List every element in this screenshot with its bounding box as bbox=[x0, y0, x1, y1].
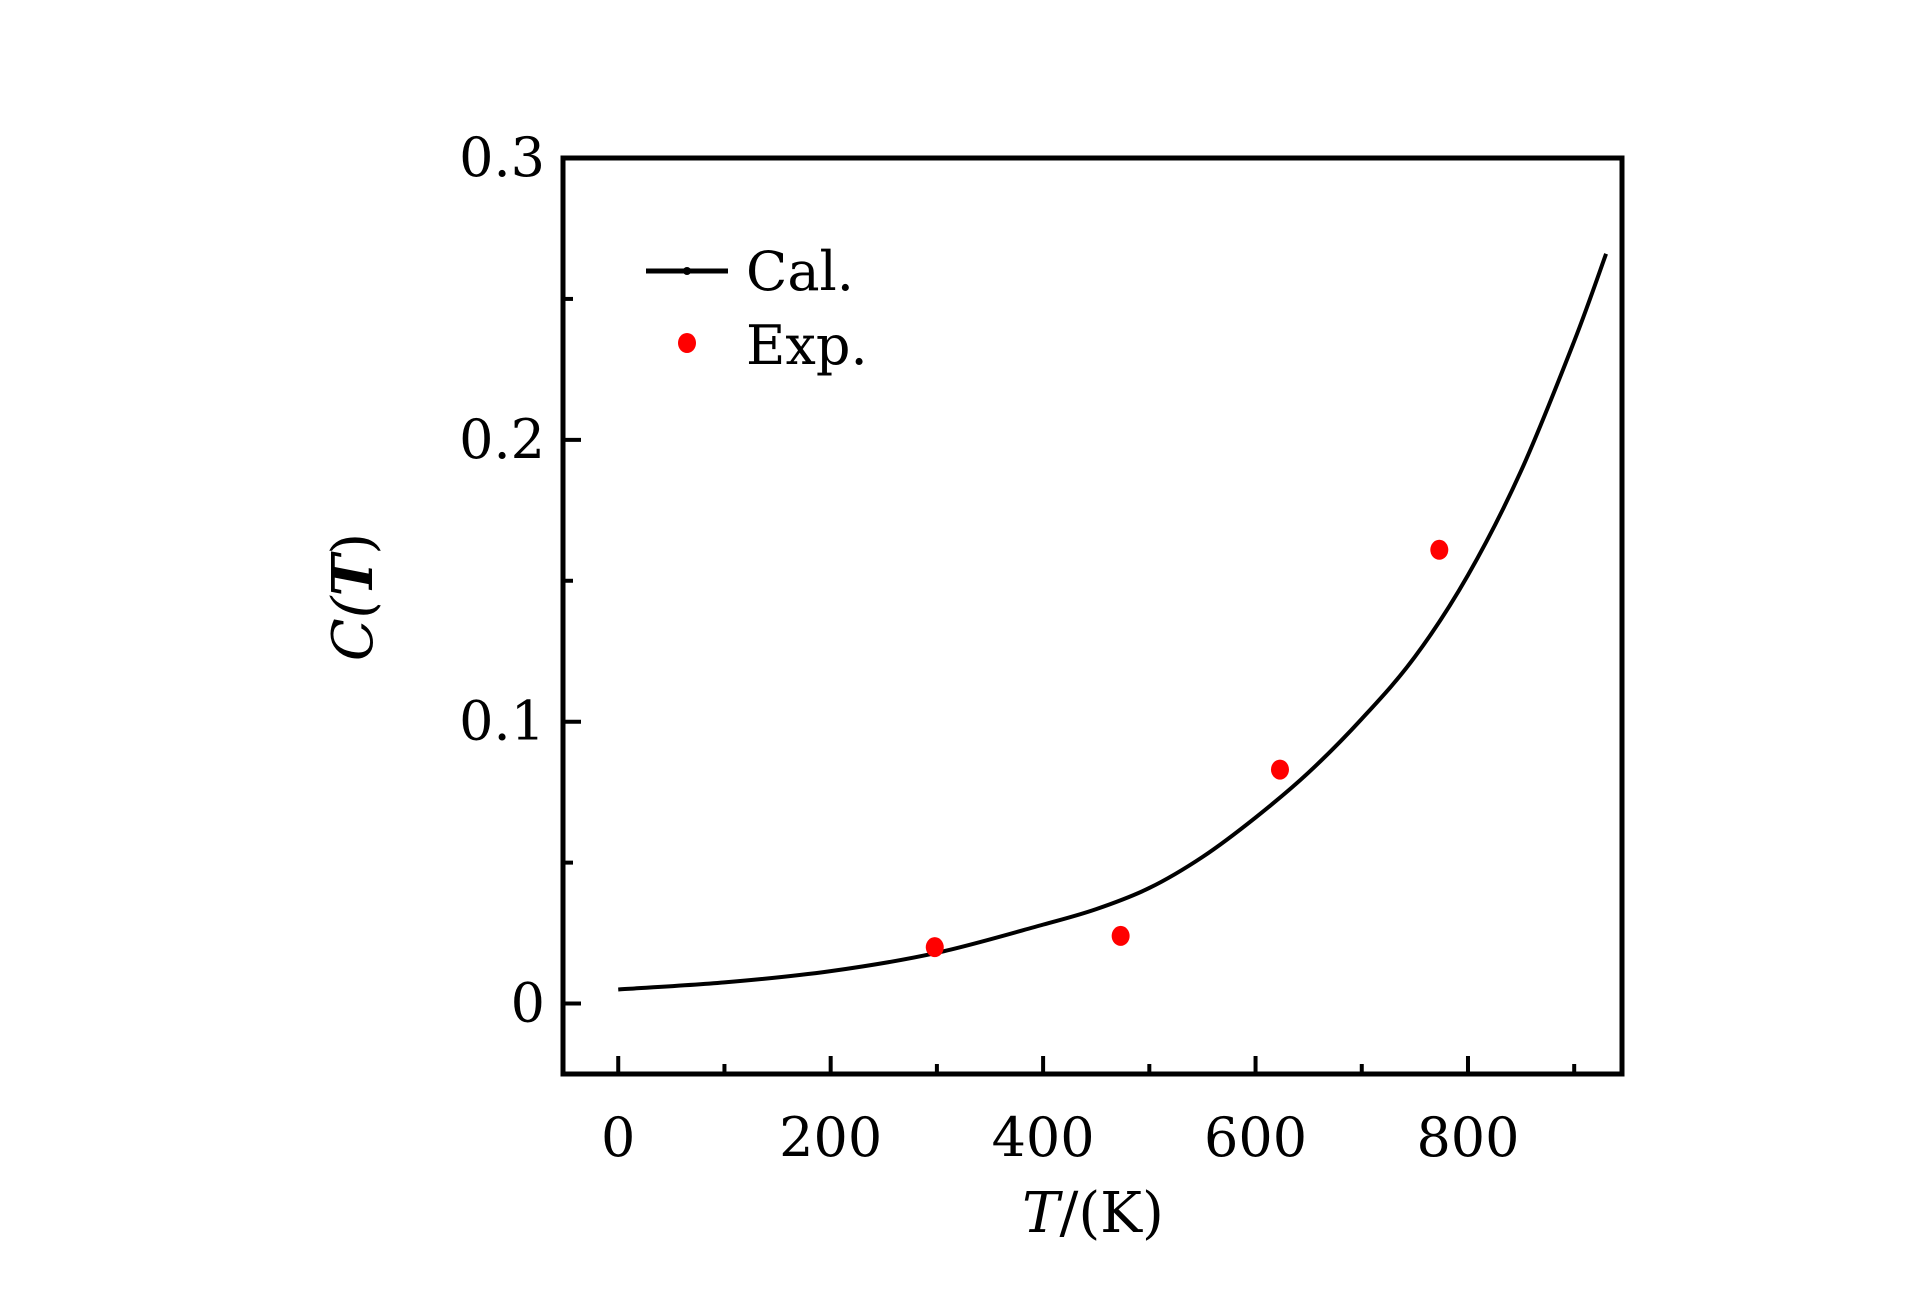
exp-data-point bbox=[925, 937, 944, 958]
legend-entry-cal: Cal. bbox=[646, 240, 854, 303]
y-tick-label: 0.3 bbox=[459, 126, 545, 189]
x-axis-title-var: T bbox=[1022, 1181, 1063, 1246]
y-axis-title-suffix: ) bbox=[321, 533, 386, 555]
x-tick-label: 400 bbox=[992, 1106, 1095, 1169]
y-axis-title: C(T) bbox=[320, 533, 386, 661]
x-axis-title-unit: /(K) bbox=[1059, 1181, 1163, 1246]
y-tick-label: 0.1 bbox=[459, 690, 545, 753]
minor-ticks bbox=[563, 296, 1577, 1074]
legend-label-exp: Exp. bbox=[746, 314, 868, 377]
x-tick-label: 800 bbox=[1416, 1106, 1519, 1169]
legend: Cal. Exp. bbox=[646, 240, 868, 377]
cal-series-line bbox=[618, 253, 1608, 992]
exp-data-point bbox=[1111, 925, 1130, 946]
legend-label-cal: Cal. bbox=[746, 240, 854, 303]
y-tick-label: 0 bbox=[511, 972, 545, 1035]
exp-data-point bbox=[1270, 759, 1289, 780]
legend-line-marker bbox=[683, 267, 691, 275]
y-axis-title-prefix: C( bbox=[321, 595, 386, 661]
x-tick-label: 0 bbox=[601, 1106, 635, 1169]
tick-labels: 0 200 400 600 800 0 0.1 0.2 0.3 bbox=[459, 126, 1519, 1169]
y-axis-title-var: T bbox=[320, 550, 386, 596]
x-axis-title: T/(K) bbox=[1022, 1181, 1164, 1246]
series-layer bbox=[618, 253, 1608, 992]
x-tick-label: 200 bbox=[779, 1106, 882, 1169]
y-tick-label: 0.2 bbox=[459, 408, 545, 471]
exp-data-point bbox=[1430, 539, 1449, 560]
legend-dot-swatch bbox=[678, 333, 696, 353]
major-ticks bbox=[563, 156, 1470, 1074]
plot-frame bbox=[560, 155, 1625, 1077]
legend-entry-exp: Exp. bbox=[678, 314, 868, 377]
x-tick-label: 600 bbox=[1204, 1106, 1307, 1169]
